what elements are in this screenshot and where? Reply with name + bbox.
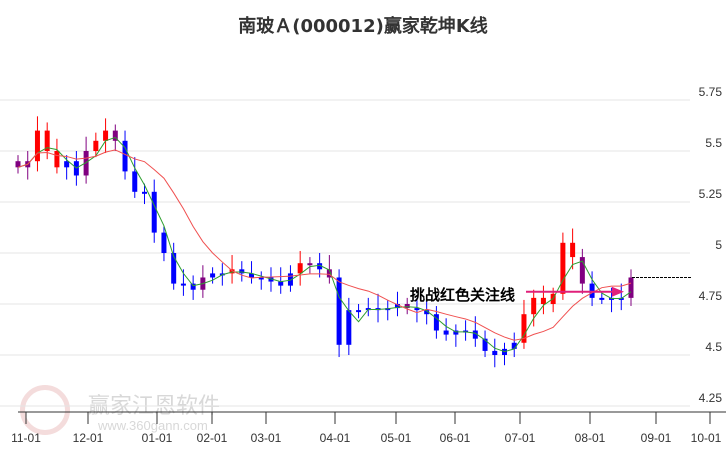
candle-body bbox=[492, 350, 498, 355]
y-tick-label: 5.75 bbox=[699, 85, 723, 99]
candle-body bbox=[93, 140, 99, 151]
ma-long-line bbox=[17, 149, 632, 341]
candle-body bbox=[180, 283, 186, 286]
candle-body bbox=[278, 281, 284, 286]
candle-body bbox=[346, 310, 352, 345]
candle-body bbox=[482, 338, 488, 351]
candle-body bbox=[433, 314, 439, 331]
candle-body bbox=[560, 242, 566, 294]
x-tick-label: 04-01 bbox=[320, 431, 351, 445]
candle-body bbox=[297, 263, 303, 274]
candle-body bbox=[531, 297, 537, 315]
x-tick-label: 10-01 bbox=[691, 431, 722, 445]
arrow-head-icon bbox=[612, 286, 624, 297]
candle-body bbox=[521, 314, 527, 343]
candle-body bbox=[356, 310, 362, 313]
candle-body bbox=[141, 191, 147, 194]
candle-body bbox=[540, 297, 546, 304]
candle-body bbox=[404, 304, 410, 309]
x-tick-label: 09-01 bbox=[641, 431, 672, 445]
candle-body bbox=[394, 304, 400, 309]
x-tick-label: 08-01 bbox=[575, 431, 606, 445]
ma-short-line bbox=[17, 136, 632, 353]
candle-body bbox=[628, 277, 634, 298]
candle-body bbox=[424, 310, 430, 315]
watermark-url: www.360gann.com bbox=[98, 418, 208, 433]
candle-body bbox=[258, 277, 264, 280]
candle-body bbox=[83, 151, 89, 176]
candle-body bbox=[287, 273, 293, 286]
y-tick-label: 5.25 bbox=[699, 187, 723, 201]
x-tick-label: 03-01 bbox=[251, 431, 282, 445]
candle-body bbox=[54, 151, 60, 168]
candle-body bbox=[64, 161, 70, 168]
candle-body bbox=[414, 308, 420, 311]
candle-body bbox=[336, 277, 342, 345]
y-tick-label: 5 bbox=[715, 238, 722, 252]
x-tick-label: 06-01 bbox=[440, 431, 471, 445]
candle-body bbox=[132, 171, 138, 192]
candle-body bbox=[112, 130, 118, 141]
candle-body bbox=[599, 297, 605, 300]
candle-body bbox=[44, 130, 50, 151]
candle-body bbox=[122, 140, 128, 172]
watermark-seal-icon bbox=[20, 385, 70, 435]
y-tick-label: 4.75 bbox=[699, 289, 723, 303]
candle-body bbox=[210, 273, 216, 278]
annotation-text: 挑战红色关注线 bbox=[410, 286, 516, 304]
candle-body bbox=[307, 263, 313, 266]
x-tick-label: 07-01 bbox=[505, 431, 536, 445]
candle-body bbox=[511, 342, 517, 349]
candle-body bbox=[151, 191, 157, 233]
candle-body bbox=[15, 161, 21, 168]
x-tick-label: 05-01 bbox=[381, 431, 412, 445]
candle-body bbox=[268, 277, 274, 282]
candle-body bbox=[229, 269, 235, 274]
candle-body bbox=[317, 263, 323, 270]
candle-body bbox=[103, 130, 109, 141]
y-tick-label: 5.5 bbox=[705, 136, 722, 150]
candle-body bbox=[161, 232, 167, 253]
x-tick-label: 11-01 bbox=[11, 431, 41, 445]
y-tick-label: 4.5 bbox=[705, 340, 722, 354]
candle-body bbox=[326, 269, 332, 278]
candle-body bbox=[190, 283, 196, 290]
candle-body bbox=[443, 330, 449, 335]
candle-body bbox=[249, 273, 255, 278]
candle-body bbox=[579, 257, 585, 284]
candle-body bbox=[472, 330, 478, 339]
candle-body bbox=[239, 269, 245, 274]
x-tick-label: 12-01 bbox=[73, 431, 104, 445]
candle-body bbox=[171, 253, 177, 284]
y-tick-label: 4.25 bbox=[699, 391, 723, 405]
candle-body bbox=[453, 330, 459, 335]
chart-title: 南玻Ａ(000012)赢家乾坤K线 bbox=[238, 16, 488, 37]
x-tick-label: 01-01 bbox=[142, 431, 173, 445]
x-tick-label: 02-01 bbox=[197, 431, 228, 445]
candle-body bbox=[570, 242, 576, 258]
candle-body bbox=[589, 283, 595, 298]
candle-body bbox=[34, 130, 40, 162]
